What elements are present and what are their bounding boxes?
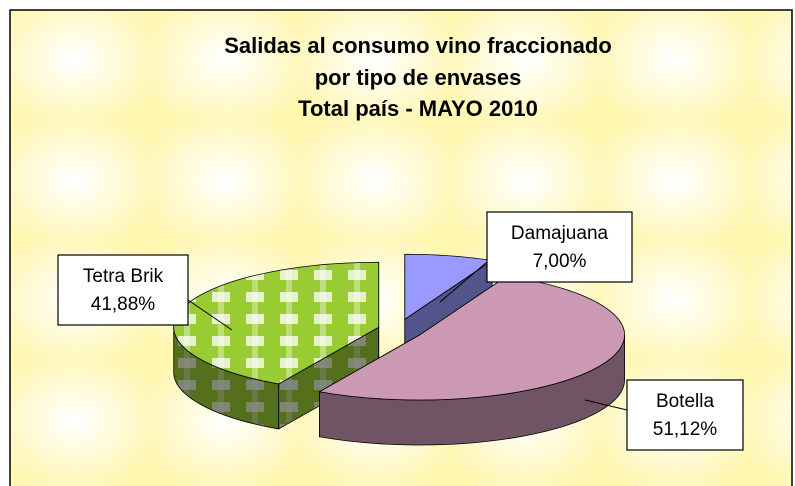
category-label: Tetra Brik xyxy=(83,266,164,287)
slice-shade xyxy=(319,335,625,446)
slice-shade xyxy=(278,327,379,429)
value-label: 51,12% xyxy=(653,419,718,440)
label-box xyxy=(626,379,744,451)
chart-title: Salidas al consumo vino fraccionado xyxy=(224,33,612,58)
leader-line xyxy=(439,261,488,303)
chart-title: por tipo de envases xyxy=(315,65,522,90)
label-box xyxy=(486,211,633,283)
leader-line xyxy=(187,299,233,331)
category-label: Botella xyxy=(656,391,715,412)
value-label: 41,88% xyxy=(91,294,156,315)
chart-title: Total país - MAYO 2010 xyxy=(298,96,538,121)
pie xyxy=(173,253,625,446)
label-box xyxy=(57,254,189,326)
value-label: 7,00% xyxy=(533,251,587,272)
labels: Damajuana 7,00% Botella 51,12% Tetra Brik 41,… xyxy=(57,211,744,451)
category-label: Damajuana xyxy=(511,223,609,244)
slice xyxy=(318,275,625,401)
slice-shade xyxy=(173,327,279,429)
leader-line xyxy=(584,399,628,411)
